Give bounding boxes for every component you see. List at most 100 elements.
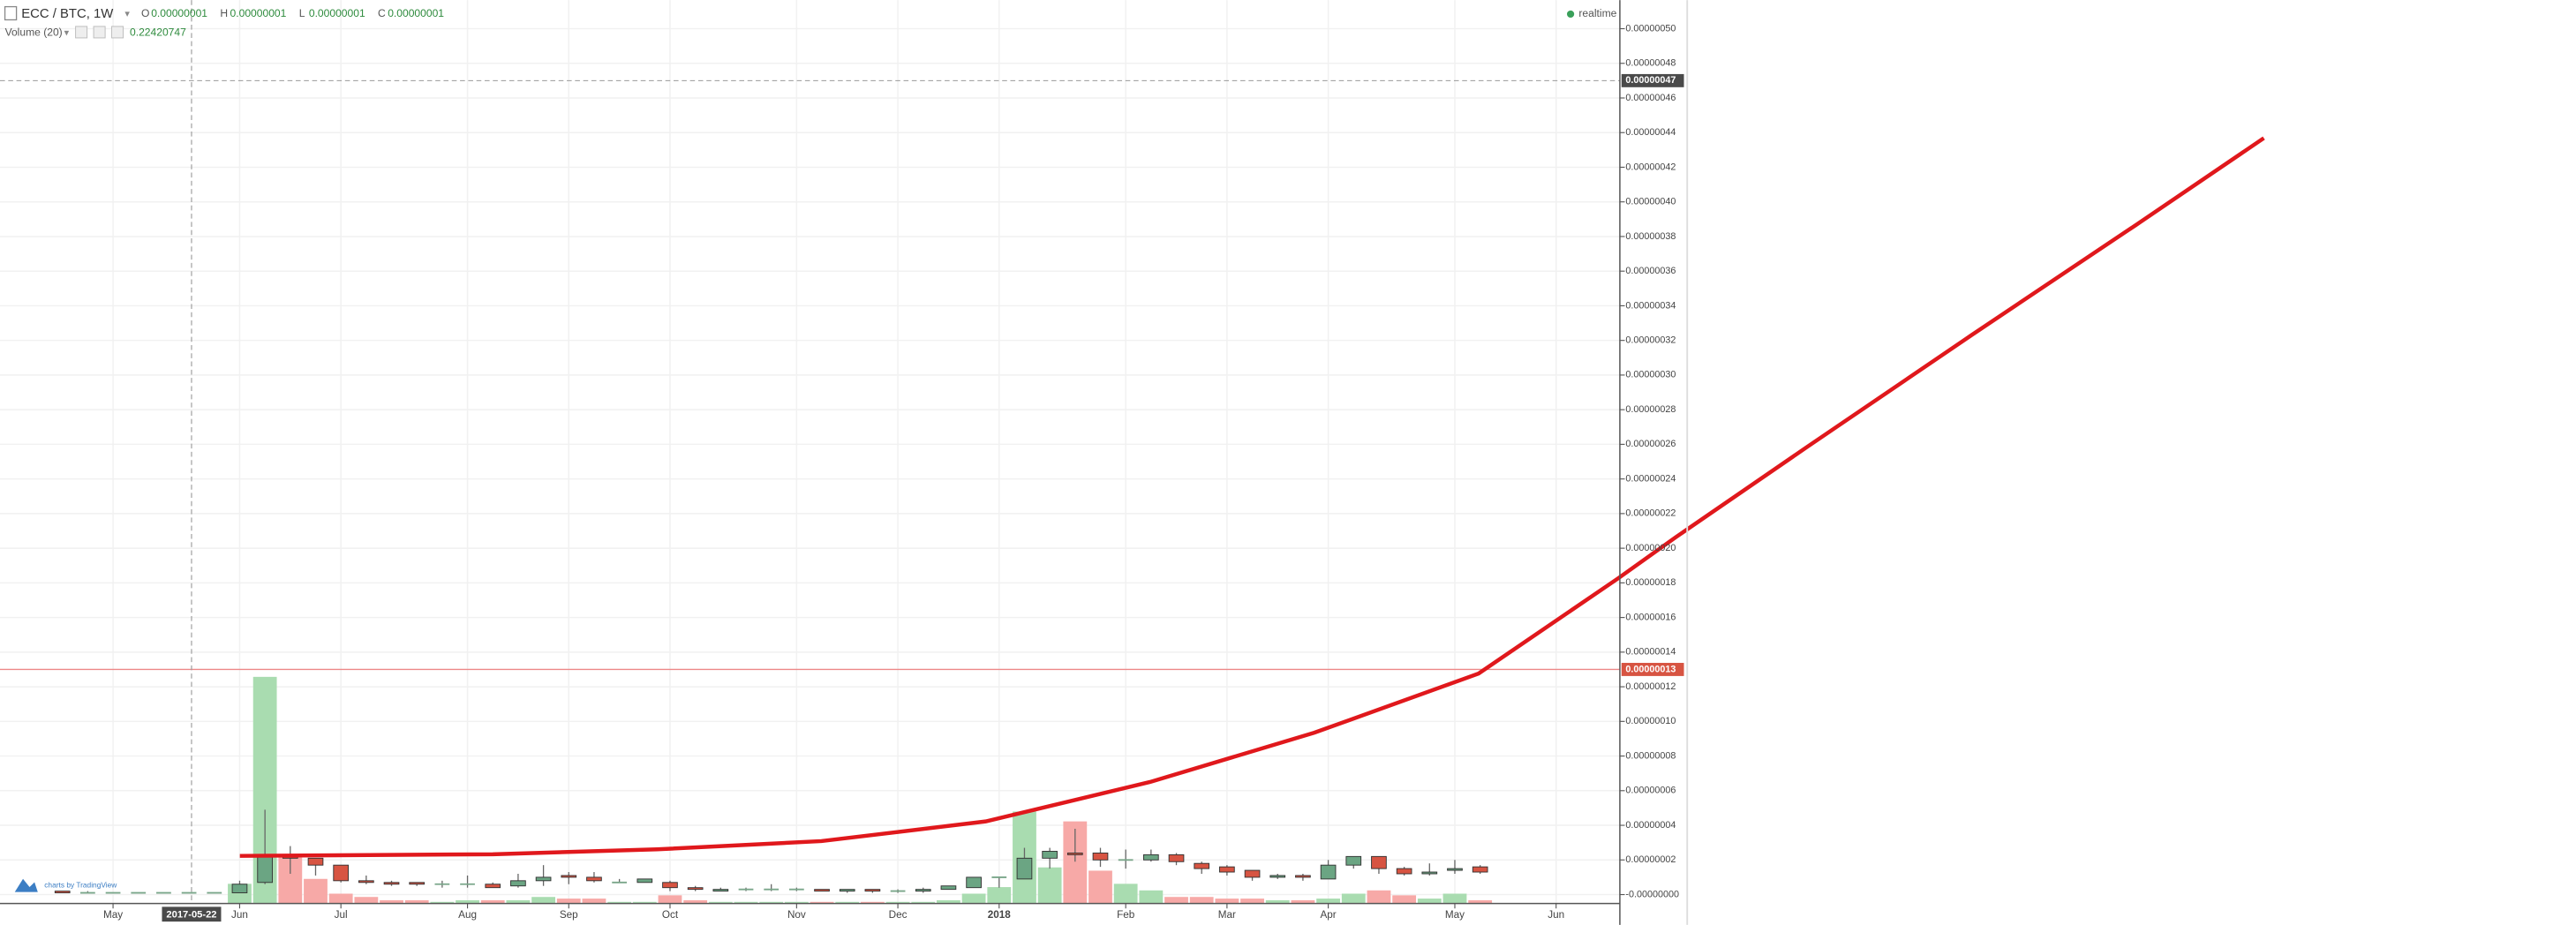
x-tick-label: Aug <box>458 909 477 921</box>
x-tick-label: Feb <box>1117 909 1135 921</box>
branding[interactable]: charts by TradingView <box>14 878 118 892</box>
last-price-label: 0.00000013 <box>1625 664 1676 674</box>
ohlc-value: 0.00000001 <box>151 7 207 19</box>
ohlc-key: L <box>299 7 305 19</box>
dropdown-icon[interactable]: ▾ <box>124 9 130 19</box>
status-dot <box>1566 10 1575 19</box>
x-tick-label: May <box>1445 909 1465 921</box>
x-tick-label: 2018 <box>988 909 1012 921</box>
y-tick-label: 0.00000008 <box>1625 750 1676 761</box>
y-tick-label: 0.00000042 <box>1625 162 1676 172</box>
settings-button[interactable] <box>75 26 88 39</box>
volume-bar <box>1037 867 1062 904</box>
x-tick-label: Dec <box>889 909 908 921</box>
candle-body <box>1421 871 1438 875</box>
candle-body <box>1447 868 1463 871</box>
y-tick-label: 0.00000010 <box>1625 716 1676 726</box>
ohlc-value: 0.00000001 <box>388 7 444 19</box>
y-tick-label: 0.00000026 <box>1625 439 1676 449</box>
branding-text[interactable]: charts by TradingView <box>44 880 117 889</box>
x-tick-label: Mar <box>1218 909 1236 921</box>
candle-body <box>333 864 350 882</box>
volume-bar <box>961 893 986 904</box>
logo <box>14 878 38 892</box>
volume-bar <box>1468 899 1493 904</box>
candle-body <box>1143 854 1159 861</box>
y-tick-label: 0.00000048 <box>1625 58 1676 69</box>
y-tick-label: 0.00000024 <box>1625 473 1676 484</box>
volume-bar <box>835 901 860 904</box>
volume-bar <box>1316 899 1340 904</box>
candle-body <box>54 891 71 894</box>
candle-body <box>1168 854 1185 862</box>
y-tick-label: 0.00000034 <box>1625 300 1676 311</box>
menu-icon[interactable] <box>4 5 18 21</box>
y-tick-label: 0.00000014 <box>1625 647 1676 658</box>
candle-body <box>1472 866 1488 873</box>
y-tick-label: 0.00000044 <box>1625 127 1676 138</box>
y-tick-label: 0.00000016 <box>1625 612 1676 622</box>
candle-body <box>535 876 552 882</box>
hide-button[interactable] <box>93 26 106 39</box>
candle-body <box>485 884 501 889</box>
ohlc-legend: O 0.00000001 H 0.00000001 L 0.00000001 C 0.0000… <box>141 7 444 19</box>
status-text: realtime <box>1578 7 1616 19</box>
x-tick-label: Sep <box>560 909 578 921</box>
volume-bar <box>1367 890 1391 904</box>
ohlc-key: C <box>378 7 386 19</box>
volume-bar <box>582 899 606 904</box>
volume-bar <box>632 901 657 904</box>
candle-body <box>966 876 982 889</box>
trend-curve <box>239 136 2265 858</box>
candle-body <box>864 889 881 892</box>
y-tick-label: 0.00000020 <box>1625 543 1676 553</box>
crosshair-date-box <box>162 906 222 922</box>
crosshair-price-box <box>1621 73 1684 87</box>
candle-body <box>307 857 324 866</box>
volume-bar <box>658 895 682 904</box>
volume-bar <box>1189 897 1214 904</box>
y-tick-label: 0.00000022 <box>1625 508 1676 519</box>
ohlc-value: 0.00000001 <box>230 7 287 19</box>
candle-body <box>1345 855 1362 866</box>
header: ECC / BTC, 1W ▾ O 0.00000001 H 0.00000001 L 0… <box>4 5 1617 39</box>
volume-bar <box>937 899 960 904</box>
close-button[interactable] <box>111 26 124 39</box>
volume-bar <box>480 899 505 904</box>
x-tick-label: Jun <box>1548 909 1564 921</box>
y-tick-label: 0.00000036 <box>1625 266 1676 276</box>
volume-bar <box>759 901 784 904</box>
y-tick-label: 0.00000038 <box>1625 231 1676 242</box>
grid <box>0 0 1620 904</box>
candle-body <box>1066 852 1083 855</box>
candle-body <box>1320 864 1337 880</box>
candle-body <box>383 882 400 885</box>
x-tick-label: Jul <box>335 909 348 921</box>
ohlc-key: O <box>141 7 149 19</box>
candle-body <box>636 878 653 884</box>
volume-bar <box>354 897 379 904</box>
candle-body <box>839 889 855 892</box>
candle-body <box>586 876 602 882</box>
x-tick-label: May <box>103 909 123 921</box>
volume-bar <box>1392 895 1417 904</box>
candle-body <box>231 884 248 894</box>
volume-bar <box>1291 899 1315 904</box>
candle-body <box>662 882 678 889</box>
dropdown-icon[interactable]: ▾ <box>64 27 70 38</box>
candle-body <box>1092 852 1109 861</box>
axes: 0.00000050 0.00000048 0.00000046 0.00000044… <box>103 23 1684 922</box>
volume-bar <box>506 899 531 904</box>
volume-bar <box>1164 897 1188 904</box>
y-tick-label: -0.00000000 <box>1625 889 1679 899</box>
y-tick-label: 0.00000030 <box>1625 370 1676 380</box>
volume-label: Volume (20) <box>5 26 63 39</box>
volume-bar <box>328 893 353 904</box>
volume-bar <box>456 899 479 904</box>
y-tick-label: 0.00000050 <box>1625 23 1676 34</box>
y-tick-label: 0.00000040 <box>1625 197 1676 207</box>
y-tick-label: 0.00000046 <box>1625 93 1676 103</box>
